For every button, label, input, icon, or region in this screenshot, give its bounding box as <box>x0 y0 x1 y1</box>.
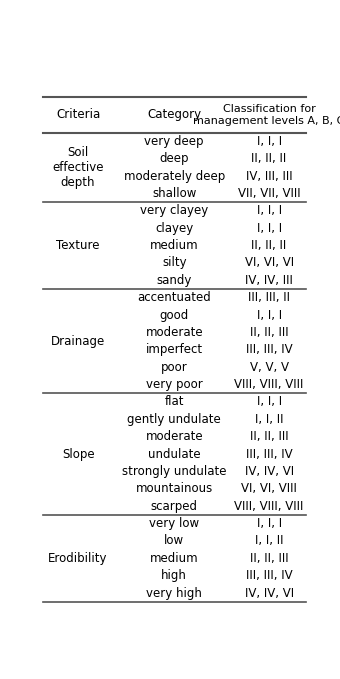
Text: I, I, I: I, I, I <box>257 222 282 235</box>
Text: silty: silty <box>162 257 187 270</box>
Text: II, II, III: II, II, III <box>250 552 288 565</box>
Text: II, II, III: II, II, III <box>250 430 288 443</box>
Text: III, III, IV: III, III, IV <box>246 344 292 356</box>
Text: Criteria: Criteria <box>56 109 100 122</box>
Text: I, I, I: I, I, I <box>257 517 282 530</box>
Text: VI, VI, VI: VI, VI, VI <box>244 257 294 270</box>
Text: deep: deep <box>159 152 189 165</box>
Text: imperfect: imperfect <box>146 344 203 356</box>
Text: III, III, IV: III, III, IV <box>246 569 292 582</box>
Text: I, I, I: I, I, I <box>257 204 282 217</box>
Text: gently undulate: gently undulate <box>128 413 221 426</box>
Text: V, V, V: V, V, V <box>250 361 289 373</box>
Text: Soil
effective
depth: Soil effective depth <box>52 146 104 189</box>
Text: I, I, I: I, I, I <box>257 135 282 148</box>
Text: III, III, IV: III, III, IV <box>246 447 292 460</box>
Text: medium: medium <box>150 239 199 252</box>
Text: Texture: Texture <box>56 239 100 252</box>
Text: Category: Category <box>147 109 201 122</box>
Text: accentuated: accentuated <box>137 291 211 304</box>
Text: II, II, II: II, II, II <box>252 152 287 165</box>
Text: II, II, II: II, II, II <box>252 239 287 252</box>
Text: high: high <box>161 569 187 582</box>
Text: scarped: scarped <box>151 500 198 513</box>
Text: III, III, II: III, III, II <box>248 291 290 304</box>
Text: sandy: sandy <box>156 274 192 287</box>
Text: VIII, VIII, VIII: VIII, VIII, VIII <box>234 500 304 513</box>
Text: I, I, I: I, I, I <box>257 308 282 322</box>
Text: VIII, VIII, VIII: VIII, VIII, VIII <box>234 378 304 391</box>
Text: Drainage: Drainage <box>51 335 105 348</box>
Text: shallow: shallow <box>152 187 197 200</box>
Text: moderate: moderate <box>146 326 203 339</box>
Text: IV, IV, VI: IV, IV, VI <box>244 465 294 478</box>
Text: I, I, II: I, I, II <box>255 534 283 547</box>
Text: very low: very low <box>149 517 199 530</box>
Text: IV, IV, III: IV, IV, III <box>245 274 293 287</box>
Text: Slope: Slope <box>62 447 95 460</box>
Text: Classification for
management levels A, B, C: Classification for management levels A, … <box>193 104 340 126</box>
Text: moderately deep: moderately deep <box>124 170 225 183</box>
Text: VI, VI, VIII: VI, VI, VIII <box>241 482 297 495</box>
Text: I, I, II: I, I, II <box>255 413 283 426</box>
Text: flat: flat <box>165 395 184 409</box>
Text: low: low <box>164 534 184 547</box>
Text: II, II, III: II, II, III <box>250 326 288 339</box>
Text: undulate: undulate <box>148 447 201 460</box>
Text: VII, VII, VIII: VII, VII, VIII <box>238 187 301 200</box>
Text: medium: medium <box>150 552 199 565</box>
Text: IV, III, III: IV, III, III <box>246 170 292 183</box>
Text: very deep: very deep <box>144 135 204 148</box>
Text: very clayey: very clayey <box>140 204 208 217</box>
Text: good: good <box>159 308 189 322</box>
Text: Erodibility: Erodibility <box>48 552 108 565</box>
Text: strongly undulate: strongly undulate <box>122 465 226 478</box>
Text: clayey: clayey <box>155 222 193 235</box>
Text: poor: poor <box>161 361 188 373</box>
Text: mountainous: mountainous <box>136 482 213 495</box>
Text: IV, IV, VI: IV, IV, VI <box>244 587 294 600</box>
Text: moderate: moderate <box>146 430 203 443</box>
Text: very poor: very poor <box>146 378 203 391</box>
Text: very high: very high <box>146 587 202 600</box>
Text: I, I, I: I, I, I <box>257 395 282 409</box>
